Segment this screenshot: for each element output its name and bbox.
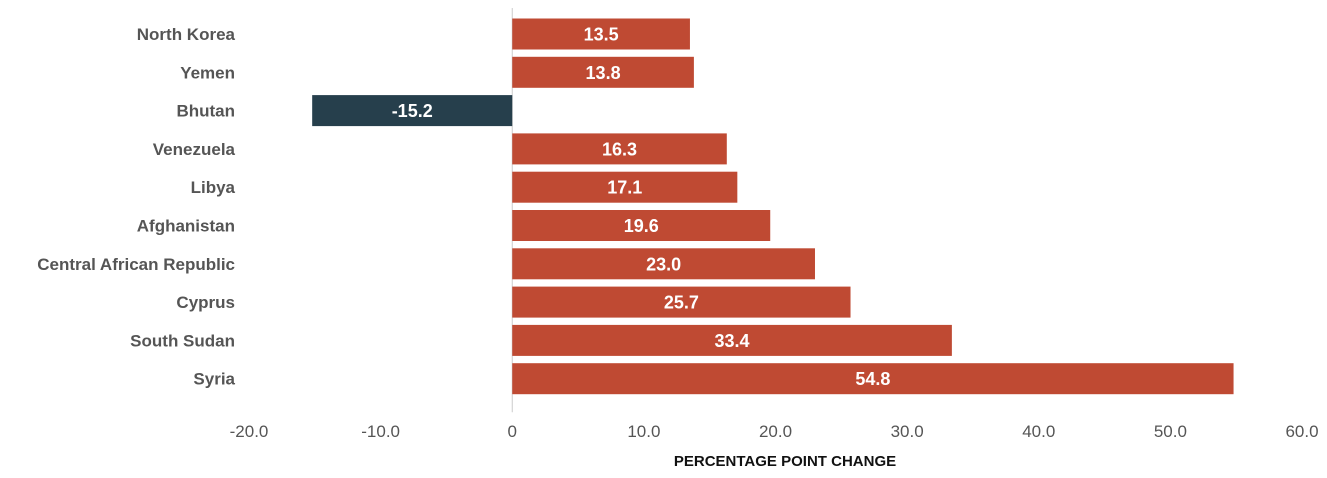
bar-cyprus [512,286,851,318]
x-tick-label: -10.0 [361,422,400,441]
bar-value-label-libya: 17.1 [607,178,642,198]
bar-central-african-republic [512,248,815,280]
category-label-north-korea: North Korea [137,25,236,44]
x-tick-label: 30.0 [891,422,924,441]
bar-value-label-south-sudan: 33.4 [715,331,750,351]
bar-afghanistan [512,210,771,241]
bar-south-sudan [512,324,952,356]
x-tick-label: 60.0 [1285,422,1318,441]
bar-value-label-north-korea: 13.5 [584,25,619,45]
bar-libya [512,171,738,203]
bar-value-label-central-african-republic: 23.0 [646,254,681,274]
bar-yemen [512,56,694,88]
bar-venezuela [512,133,727,165]
x-tick-label: -20.0 [230,422,269,441]
x-tick-label: 40.0 [1022,422,1055,441]
bar-value-label-venezuela: 16.3 [602,139,637,159]
bar-value-label-yemen: 13.8 [586,63,621,83]
category-label-south-sudan: South Sudan [130,331,235,350]
category-label-afghanistan: Afghanistan [137,217,235,236]
category-label-libya: Libya [191,178,236,197]
bar-north-korea [512,18,690,50]
bar-value-label-syria: 54.8 [855,369,890,389]
category-label-cyprus: Cyprus [176,293,235,312]
category-label-central-african-republic: Central African Republic [37,255,235,274]
category-label-syria: Syria [193,370,235,389]
x-tick-label: 10.0 [627,422,660,441]
bar-bhutan [312,95,513,127]
x-axis-title: PERCENTAGE POINT CHANGE [674,453,896,470]
bar-value-label-cyprus: 25.7 [664,293,699,313]
category-label-bhutan: Bhutan [176,102,235,121]
x-tick-label: 20.0 [759,422,792,441]
x-tick-label: 0 [508,422,517,441]
bar-value-label-bhutan: -15.2 [392,101,433,121]
category-label-venezuela: Venezuela [153,140,236,159]
bar-value-label-afghanistan: 19.6 [624,216,659,236]
bar-syria [512,363,1234,395]
category-label-yemen: Yemen [180,63,235,82]
x-tick-label: 50.0 [1154,422,1187,441]
